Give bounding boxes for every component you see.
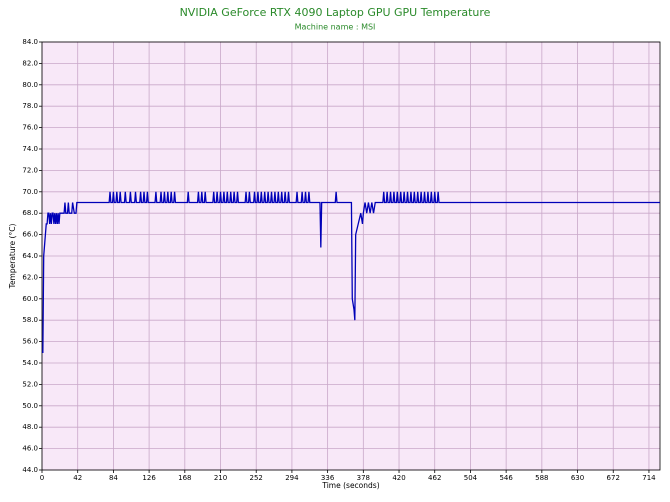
y-tick-label: 54.0 [22,359,38,367]
y-tick-label: 82.0 [22,59,38,67]
y-tick-label: 58.0 [22,316,38,324]
y-tick-label: 68.0 [22,209,38,217]
y-tick-label: 74.0 [22,145,38,153]
y-axis-label: Temperature (°C) [8,224,17,290]
x-tick-label: 252 [250,474,263,482]
x-tick-label: 546 [499,474,513,482]
y-tick-label: 62.0 [22,273,38,281]
y-tick-label: 56.0 [22,338,38,346]
x-tick-label: 588 [535,474,548,482]
y-tick-label: 50.0 [22,402,38,410]
y-tick-label: 64.0 [22,252,38,260]
x-tick-label: 84 [109,474,118,482]
y-tick-label: 76.0 [22,124,38,132]
y-tick-label: 80.0 [22,81,38,89]
x-tick-label: 210 [214,474,227,482]
x-tick-label: 126 [142,474,156,482]
x-tick-label: 378 [357,474,370,482]
x-axis-label: Time (seconds) [321,481,379,490]
x-tick-label: 504 [464,474,478,482]
x-tick-label: 462 [428,474,441,482]
y-tick-label: 60.0 [22,295,38,303]
plot-frame [41,41,661,471]
y-tick-label: 84.0 [22,38,38,46]
x-tick-label: 630 [571,474,584,482]
x-tick-label: 42 [73,474,82,482]
y-tick-label: 48.0 [22,423,38,431]
x-tick-label: 336 [321,474,335,482]
y-tick-label: 66.0 [22,231,38,239]
x-tick-label: 0 [40,474,44,482]
x-tick-label: 714 [642,474,656,482]
chart-subtitle: Machine name : MSI [295,23,376,32]
y-tick-label: 78.0 [22,102,38,110]
y-tick-label: 72.0 [22,166,38,174]
y-tick-label: 46.0 [22,445,38,453]
y-tick-label: 70.0 [22,188,38,196]
y-tick-label: 52.0 [22,380,38,388]
x-tick-label: 294 [285,474,299,482]
x-tick-label: 420 [392,474,405,482]
chart-title: NVIDIA GeForce RTX 4090 Laptop GPU GPU T… [180,6,491,19]
x-tick-label: 168 [178,474,191,482]
x-tick-label: 672 [607,474,620,482]
y-tick-label: 44.0 [22,466,38,474]
temperature-line [42,191,660,353]
